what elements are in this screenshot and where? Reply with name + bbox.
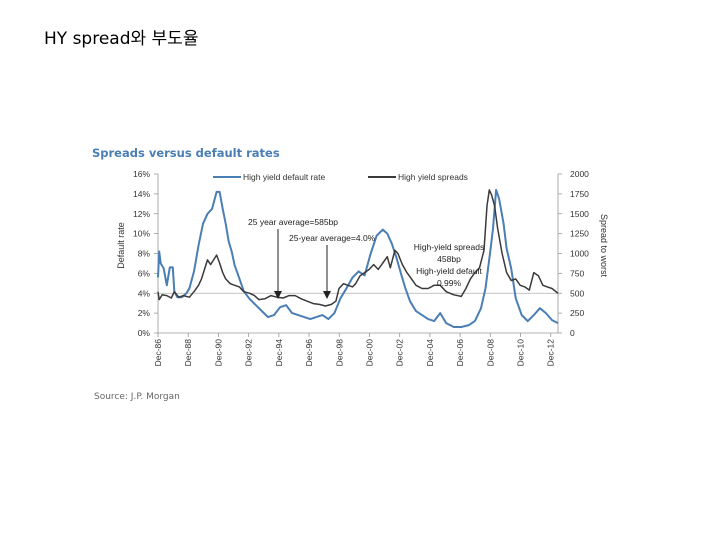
- y-tick-label-right: 1500: [570, 209, 589, 219]
- x-tick-label: Dec-94: [274, 339, 284, 367]
- chart-annotations: 25 year average=585bp 25-year average=4.0…: [248, 217, 484, 299]
- y-tick-label-right: 1250: [570, 229, 589, 239]
- y-tick-label-right: 0: [570, 328, 575, 338]
- y-axis-right-label: Spread to worst: [599, 214, 609, 278]
- x-tick-label: Dec-90: [213, 339, 223, 367]
- annotation-default-average: 25-year average=4.0%: [289, 233, 376, 243]
- x-tick-label: Dec-02: [395, 339, 405, 367]
- chart-title: Spreads versus default rates: [92, 146, 280, 160]
- annotation-spread-average: 25 year average=585bp: [248, 217, 338, 227]
- spread-line: [157, 189, 559, 307]
- default-rate-line: [157, 188, 559, 328]
- annotation-arrowhead: [323, 291, 331, 299]
- x-tick-label: Dec-12: [546, 339, 556, 367]
- annotation-arrowhead: [274, 291, 282, 299]
- y-tick-label-left: 14%: [133, 189, 150, 199]
- y-tick-label-right: 1750: [570, 189, 589, 199]
- x-tick-label: Dec-08: [485, 339, 495, 367]
- x-tick-label: Dec-92: [244, 339, 254, 367]
- x-tick-label: Dec-04: [425, 339, 435, 367]
- x-tick-label: Dec-96: [304, 339, 314, 367]
- y-tick-label-left: 16%: [133, 169, 150, 179]
- y-tick-label-right: 2000: [570, 169, 589, 179]
- y-tick-label-left: 6%: [138, 268, 151, 278]
- y-tick-label-left: 0%: [138, 328, 151, 338]
- chart-axes: 0% 2% 4% 6% 8% 10% 12% 14% 16% 0 250 500 750 1000 1250…: [116, 169, 609, 366]
- x-tick-label: Dec-88: [183, 339, 193, 367]
- annotation-current-default-value: 0.99%: [437, 278, 462, 288]
- y-tick-label-left: 12%: [133, 209, 150, 219]
- x-tick-label: Dec-00: [364, 339, 374, 367]
- annotation-current-default-label: High-yield default: [416, 266, 482, 276]
- y-tick-label-right: 500: [570, 288, 584, 298]
- x-tick-label: Dec-86: [153, 339, 163, 367]
- annotation-current-spread-value: 458bp: [437, 254, 461, 264]
- y-tick-label-left: 8%: [138, 249, 151, 259]
- x-tick-label: Dec-10: [516, 339, 526, 367]
- legend-label: High yield default rate: [243, 172, 325, 182]
- legend-label: High yield spreads: [398, 172, 468, 182]
- chart-legend: High yield default rate High yield spread…: [213, 172, 468, 182]
- annotation-current-spread-label: High-yield spreads: [414, 242, 484, 252]
- y-tick-label-left: 2%: [138, 308, 151, 318]
- chart-source: Source: J.P. Morgan: [94, 392, 180, 402]
- y-tick-label-right: 250: [570, 308, 584, 318]
- y-tick-label-left: 4%: [138, 288, 151, 298]
- y-tick-label-right: 1000: [570, 249, 589, 259]
- slide-title: HY spread와 부도율: [44, 29, 199, 49]
- y-tick-label-right: 750: [570, 268, 584, 278]
- y-tick-label-left: 10%: [133, 229, 150, 239]
- y-axis-left-label: Default rate: [116, 222, 126, 269]
- x-tick-label: Dec-98: [334, 339, 344, 367]
- x-tick-label: Dec-06: [455, 339, 465, 367]
- chart-series: [157, 188, 559, 328]
